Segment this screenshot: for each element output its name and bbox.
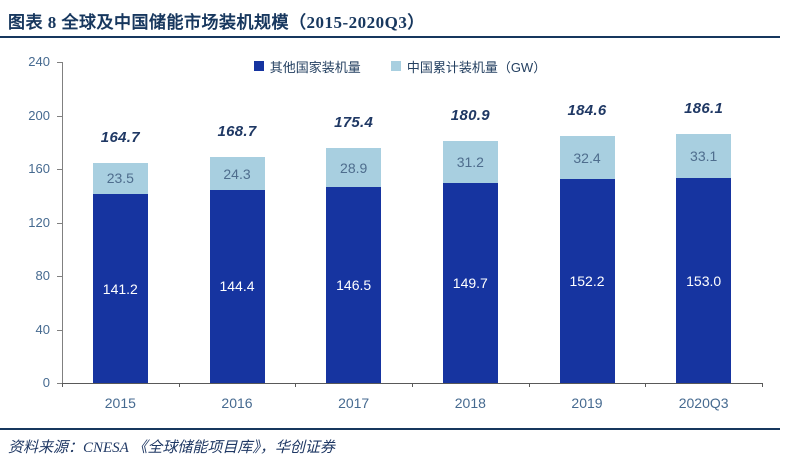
y-tick-mark [57,329,62,331]
y-tick-mark [57,276,62,277]
segment-value-label: 31.2 [456,153,484,170]
legend-item: 中国累计装机量（GW） [390,57,547,76]
figure-footer: 资料来源：CNESA 《全球储能项目库》，华创证券 [0,428,780,457]
bar-segment-china [92,162,148,195]
bar-segment-others [92,194,148,383]
chart-legend: 其他国家装机量 中国累计装机量（GW） [0,56,800,76]
bar-segment-others [676,178,732,383]
x-tick-mark [528,383,530,387]
segment-value-label: 141.2 [102,280,138,297]
legend-swatch-icon [253,61,264,71]
y-tick-label: 160 [28,161,50,176]
y-tick-label: 240 [28,54,50,69]
x-category-label: 2015 [104,395,136,411]
legend-item: 其他国家装机量 [253,57,361,76]
segment-value-label: 28.9 [340,159,368,176]
x-tick-mark [762,383,763,387]
bar-segment-others [209,189,265,383]
y-tick-label: 200 [28,107,50,123]
bar-segment-others [442,182,498,383]
x-tick-mark [412,383,413,387]
bar-segment-china [676,134,732,179]
legend-label: 其他国家装机量 [269,59,361,75]
x-tick-mark [178,383,180,387]
legend-label: 中国累计装机量（GW） [406,59,547,75]
x-tick-mark [295,383,297,387]
bar-segment-china [559,136,615,180]
bar-segment-china [209,157,265,190]
legend-swatch-icon [390,61,401,71]
bar-segment-china [442,141,498,183]
segment-value-label: 23.5 [106,170,134,187]
segment-value-label: 32.4 [573,149,601,166]
total-value-label: 175.4 [334,114,374,132]
y-tick-mark [57,169,62,170]
bar-segment-others [559,179,615,383]
total-value-label: 168.7 [217,123,257,141]
bar-segment-china [326,148,382,188]
segment-value-label: 33.1 [690,148,718,165]
figure-title: 图表 8 全球及中国储能市场装机规模（2015-2020Q3） [8,13,425,32]
x-tick-mark [62,383,63,387]
y-tick-label: 80 [35,268,50,283]
y-axis-line [62,62,63,383]
x-category-label: 2016 [221,395,253,411]
segment-value-label: 149.7 [452,274,488,291]
source-note: 资料来源：CNESA 《全球储能项目库》，华创证券 [8,440,335,456]
total-value-label: 184.6 [567,102,607,120]
y-tick-mark [57,383,62,384]
y-tick-mark [57,115,62,117]
figure-header: 图表 8 全球及中国储能市场装机规模（2015-2020Q3） [0,0,780,38]
y-tick-label: 0 [42,375,50,390]
segment-value-label: 146.5 [336,277,372,294]
segment-value-label: 24.3 [223,165,251,182]
y-tick-label: 40 [35,321,50,337]
x-tick-mark [645,383,647,387]
segment-value-label: 144.4 [219,278,255,295]
x-category-label: 2019 [571,395,603,411]
y-tick-label: 120 [28,214,50,230]
x-category-label: 2020Q3 [678,395,729,411]
x-category-label: 2017 [338,395,370,411]
y-tick-mark [57,222,62,224]
segment-value-label: 152.2 [569,273,605,290]
y-tick-mark [57,62,62,63]
total-value-label: 186.1 [684,100,724,118]
total-value-label: 164.7 [100,128,140,146]
segment-value-label: 153.0 [686,272,722,289]
x-category-label: 2018 [454,395,486,411]
total-value-label: 180.9 [450,107,490,125]
bar-segment-others [326,187,382,383]
